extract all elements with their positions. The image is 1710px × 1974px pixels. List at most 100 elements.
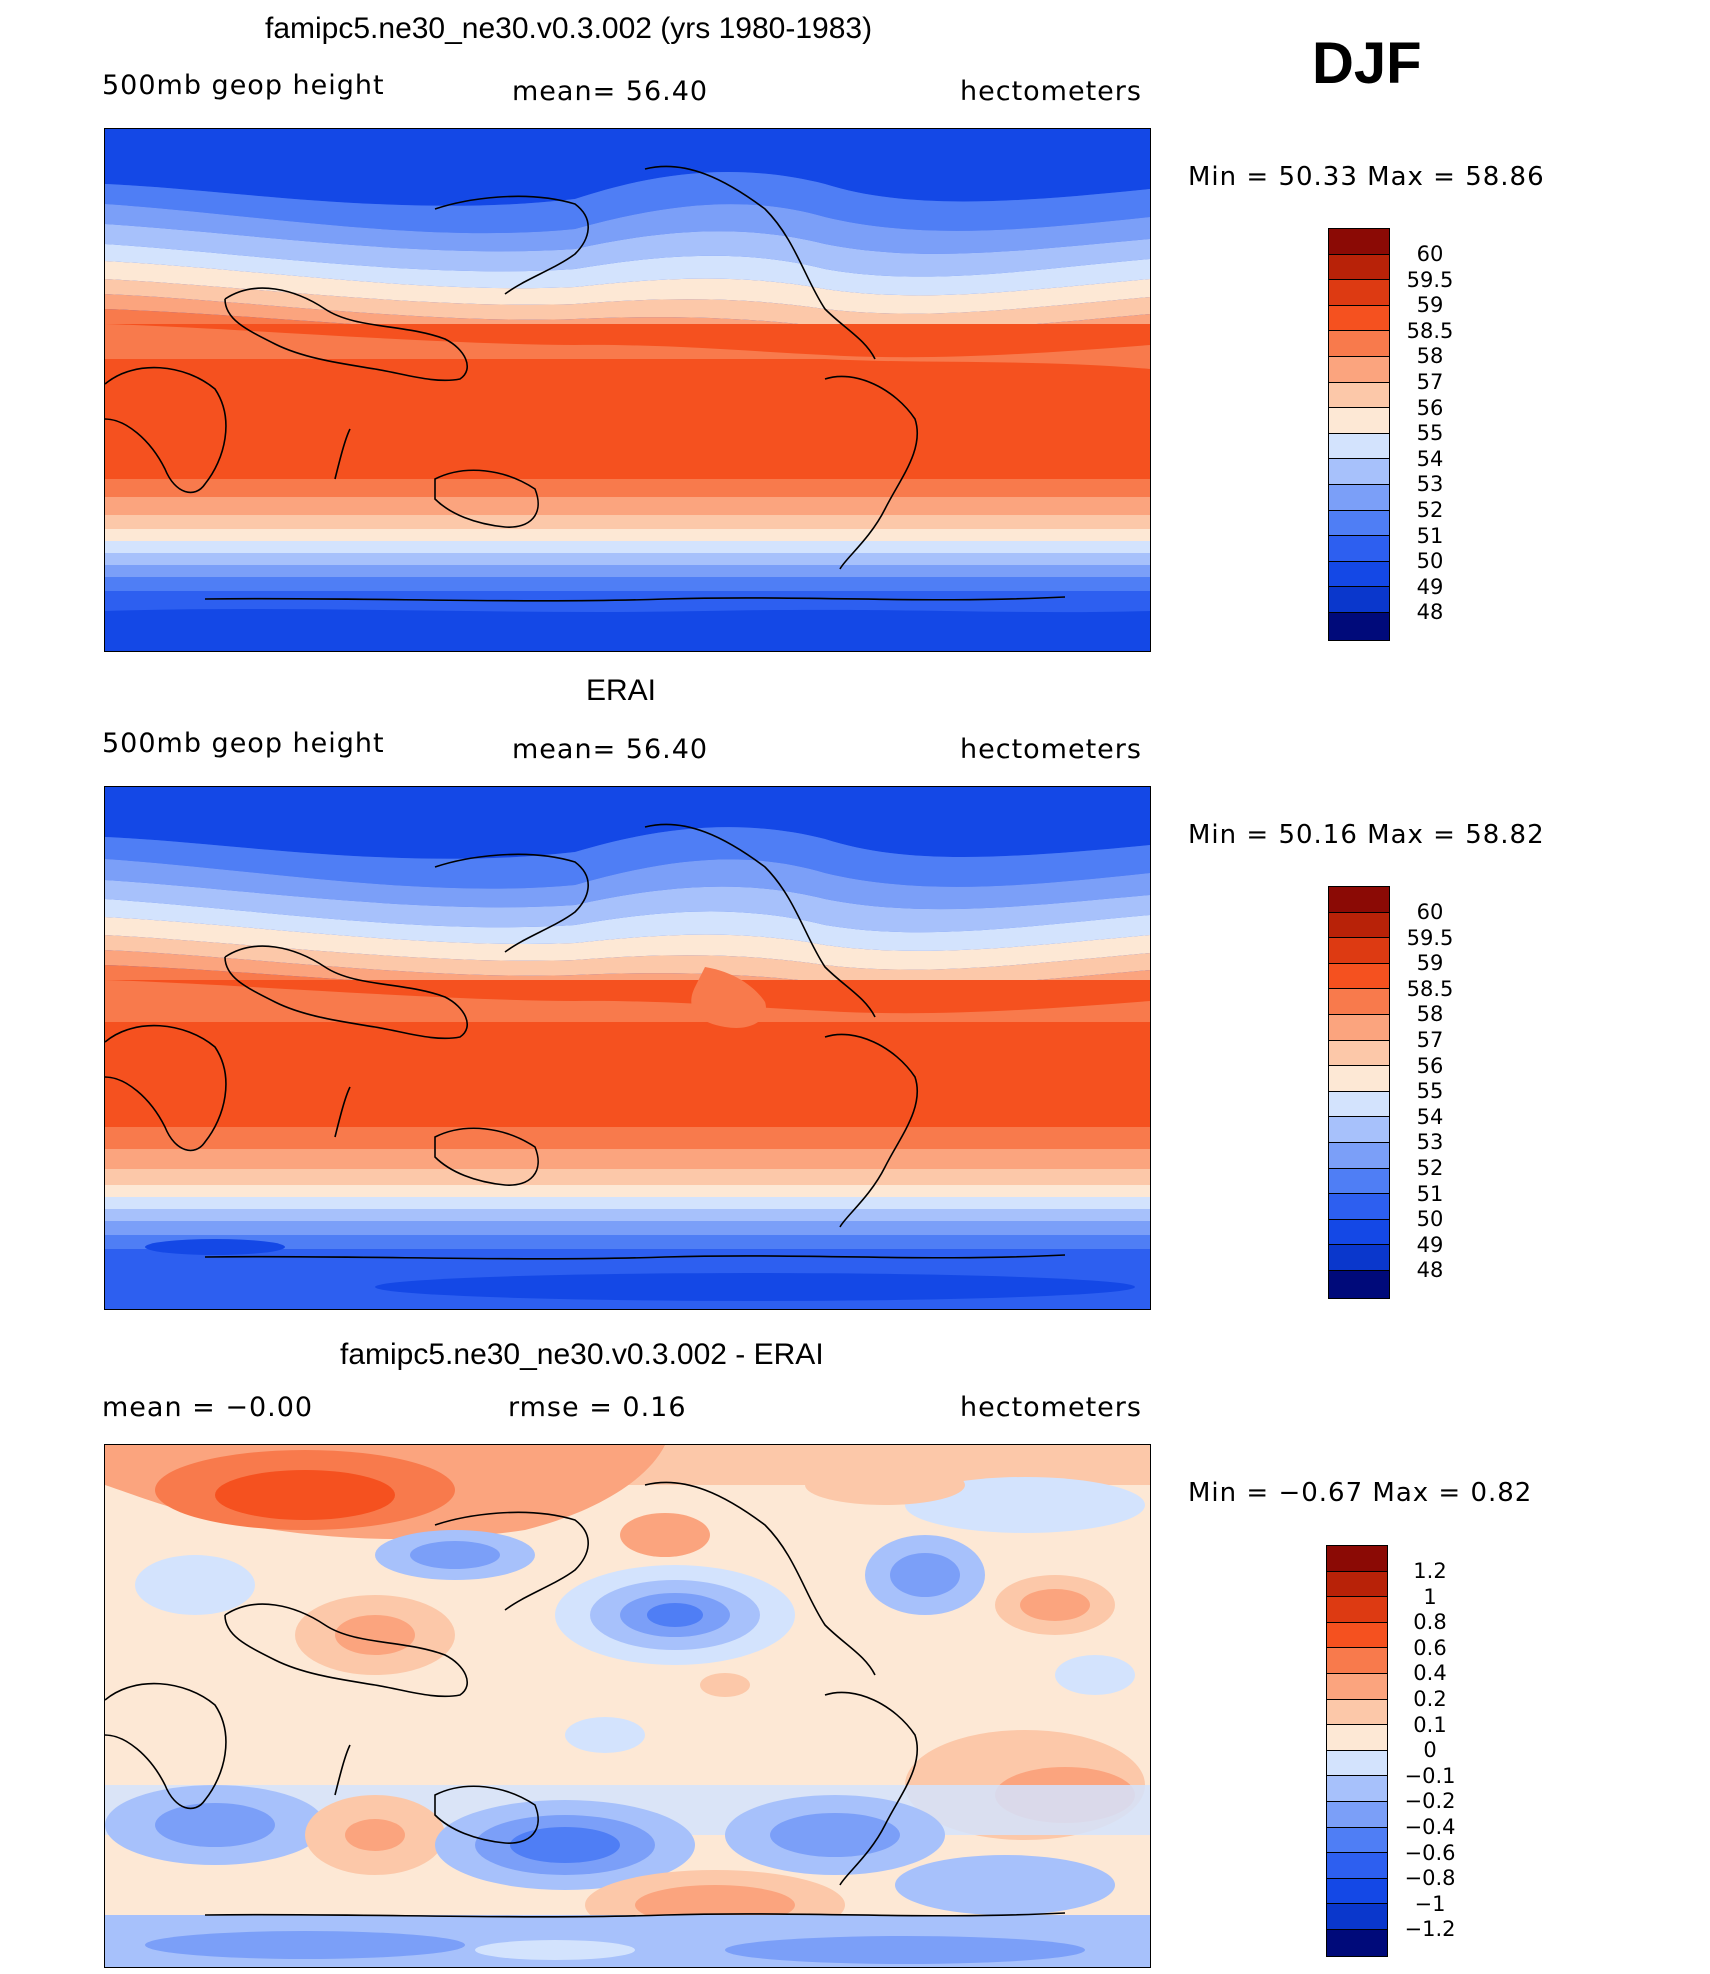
panel2-cbar-label: 58 — [1416, 1002, 1444, 1026]
panel1-cbar-label: 49 — [1416, 575, 1444, 599]
panel2-minmax: Min = 50.16 Max = 58.82 — [1188, 820, 1545, 850]
panel2-cbar-label: 52 — [1416, 1156, 1444, 1180]
panel3-minmax: Min = −0.67 Max = 0.82 — [1188, 1478, 1533, 1508]
panel3-cbar-box — [1327, 1572, 1387, 1597]
panel1-left-label: 500mb geop height — [102, 70, 385, 101]
panel3-cbar-box — [1327, 1623, 1387, 1648]
panel3-cbar-label: 1 — [1423, 1585, 1437, 1609]
panel2-cbar-box — [1329, 913, 1389, 938]
panel1-cbar-label: 57 — [1416, 370, 1444, 394]
panel3-cbar-box — [1327, 1597, 1387, 1623]
panel2-cbar-box — [1329, 1220, 1389, 1245]
panel1-cbar-box — [1329, 357, 1389, 383]
panel3-title: famipc5.ne30_ne30.v0.3.002 - ERAI — [340, 1338, 824, 1371]
panel3-cbar-label: 1.2 — [1413, 1559, 1447, 1583]
panel2-cbar-box — [1329, 1169, 1389, 1194]
panel3-cbar-box — [1327, 1802, 1387, 1828]
panel3-cbar-label: 0.4 — [1413, 1661, 1447, 1685]
panel2-cbar-box — [1329, 1245, 1389, 1271]
panel2-cbar-box — [1329, 1143, 1389, 1169]
panel1-minmax: Min = 50.33 Max = 58.86 — [1188, 162, 1545, 192]
panel3-left-label: mean = −0.00 — [102, 1392, 314, 1423]
panel1-cbar-label: 60 — [1416, 242, 1444, 266]
panel1-cbar-box — [1329, 434, 1389, 459]
panel1-cbar-label: 52 — [1416, 498, 1444, 522]
panel2-cbar-label: 56 — [1416, 1054, 1444, 1078]
panel3-cbar-label: 0.2 — [1413, 1687, 1447, 1711]
panel2-cbar-box — [1329, 938, 1389, 964]
panel1-cbar-box — [1329, 459, 1389, 485]
panel2-cbar-label: 60 — [1416, 900, 1444, 924]
panel3-cbar-label: 0.1 — [1413, 1713, 1447, 1737]
panel3-cbar-box — [1327, 1879, 1387, 1904]
panel1-cbar-box — [1329, 331, 1389, 357]
panel3-cbar-label: 0.6 — [1413, 1636, 1447, 1660]
panel1-cbar-box — [1329, 408, 1389, 434]
panel1-colorbar — [1328, 228, 1390, 641]
panel3-cbar-box — [1327, 1546, 1387, 1572]
panel1-cbar-box — [1329, 229, 1389, 255]
panel2-cbar-label: 59.5 — [1406, 926, 1454, 950]
panel3-cbar-label: 0.8 — [1413, 1610, 1447, 1634]
panel3-colorbar — [1326, 1545, 1388, 1957]
panel1-title: famipc5.ne30_ne30.v0.3.002 (yrs 1980-198… — [265, 12, 873, 45]
panel3-cbar-label: −1.2 — [1404, 1917, 1456, 1941]
panel3-cbar-box — [1327, 1725, 1387, 1751]
panel1-cbar-box — [1329, 587, 1389, 613]
panel2-cbar-label: 54 — [1416, 1105, 1444, 1129]
panel2-cbar-box — [1329, 1194, 1389, 1220]
panel1-map-svg — [105, 129, 1150, 651]
panel2-cbar-box — [1329, 1041, 1389, 1066]
panel2-cbar-box — [1329, 1092, 1389, 1117]
panel1-cbar-box — [1329, 306, 1389, 331]
panel1-cbar-box — [1329, 613, 1389, 640]
panel2-cbar-label: 51 — [1416, 1182, 1444, 1206]
panel2-cbar-label: 53 — [1416, 1130, 1444, 1154]
panel1-cbar-box — [1329, 511, 1389, 536]
panel3-cbar-box — [1327, 1776, 1387, 1802]
panel1-cbar-label: 51 — [1416, 524, 1444, 548]
panel2-cbar-label: 58.5 — [1406, 977, 1454, 1001]
panel2-cbar-box — [1329, 1066, 1389, 1092]
panel1-center-label: mean= 56.40 — [512, 76, 709, 107]
panel3-cbar-label: −0.2 — [1404, 1789, 1456, 1813]
panel1-cbar-label: 59.5 — [1406, 268, 1454, 292]
panel2-cbar-box — [1329, 964, 1389, 989]
panel2-left-label: 500mb geop height — [102, 728, 385, 759]
panel2-center-label: mean= 56.40 — [512, 734, 709, 765]
panel1-cbar-box — [1329, 562, 1389, 587]
panel2-cbar-box — [1329, 887, 1389, 913]
panel3-map — [104, 1444, 1151, 1968]
panel2-cbar-label: 49 — [1416, 1233, 1444, 1257]
panel3-cbar-label: 0 — [1423, 1738, 1437, 1762]
panel1-cbar-box — [1329, 280, 1389, 306]
panel3-cbar-box — [1327, 1674, 1387, 1700]
panel3-right-label: hectometers — [960, 1392, 1142, 1423]
panel3-cbar-box — [1327, 1853, 1387, 1879]
panel2-cbar-box — [1329, 989, 1389, 1015]
panel2-cbar-box — [1329, 1015, 1389, 1041]
panel2-cbar-label: 55 — [1416, 1079, 1444, 1103]
panel1-cbar-box — [1329, 536, 1389, 562]
panel3-cbar-label: −0.6 — [1404, 1841, 1456, 1865]
panel3-cbar-box — [1327, 1930, 1387, 1956]
panel2-map-svg — [105, 787, 1150, 1309]
panel1-cbar-label: 58.5 — [1406, 319, 1454, 343]
panel1-right-label: hectometers — [960, 76, 1142, 107]
panel1-cbar-box — [1329, 485, 1389, 511]
panel1-cbar-label: 50 — [1416, 549, 1444, 573]
panel1-cbar-label: 53 — [1416, 472, 1444, 496]
season-label: DJF — [1312, 31, 1422, 96]
panel1-cbar-label: 58 — [1416, 344, 1444, 368]
panel1-map — [104, 128, 1151, 652]
panel3-cbar-label: −0.1 — [1404, 1764, 1456, 1788]
panel2-title: ERAI — [586, 674, 657, 707]
panel3-cbar-box — [1327, 1828, 1387, 1853]
panel1-cbar-box — [1329, 383, 1389, 408]
panel3-cbar-label: −0.8 — [1404, 1866, 1456, 1890]
panel3-cbar-label: −1 — [1414, 1892, 1446, 1916]
panel1-cbar-label: 54 — [1416, 447, 1444, 471]
panel2-right-label: hectometers — [960, 734, 1142, 765]
panel3-center-label: rmse = 0.16 — [508, 1392, 687, 1423]
panel2-cbar-box — [1329, 1117, 1389, 1143]
